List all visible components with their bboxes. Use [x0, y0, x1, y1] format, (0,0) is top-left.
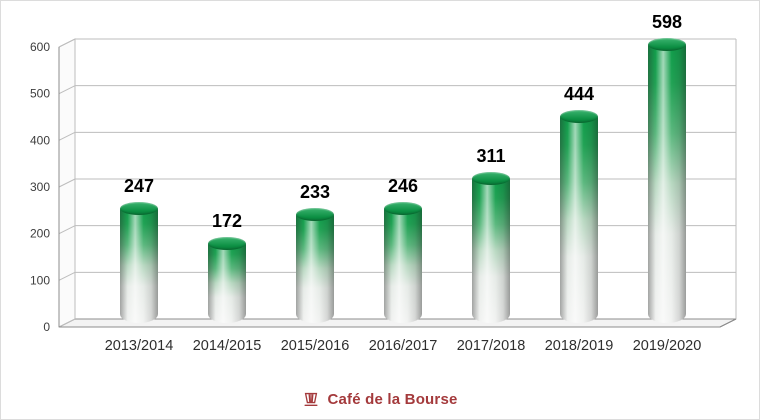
bar-cylinder-shade: [472, 177, 510, 323]
bar-cylinder-top: [472, 171, 510, 185]
bar-value-label: 598: [651, 11, 683, 32]
bar-cylinder-body: [560, 115, 598, 323]
bar-cylinder-body: [648, 43, 686, 323]
y-tick-label: 400: [30, 133, 50, 147]
y-tick-line: [58, 271, 76, 281]
y-tick-label: 100: [30, 273, 50, 287]
bar-cylinder-body: [296, 214, 334, 323]
bar-2017-2018: 311: [472, 146, 510, 323]
bar-cylinder-top: [208, 236, 246, 250]
category-label: 2013/2014: [105, 338, 174, 354]
bar-value-label: 311: [476, 145, 506, 166]
bar-2018-2019: 444: [560, 84, 598, 323]
bar-cylinder-top: [560, 109, 598, 123]
bar-cylinder-shade: [648, 43, 686, 323]
coffee-cup-icon: [304, 392, 318, 406]
category-label: 2014/2015: [193, 338, 262, 354]
category-label: 2017/2018: [457, 338, 526, 354]
bar-cylinder-shade: [296, 214, 334, 323]
bar-cylinder-top: [384, 202, 422, 216]
y-tick-line: [58, 85, 76, 95]
bar-cylinder-top: [120, 201, 158, 215]
bar-2019-2020: 598: [648, 12, 686, 323]
bar-cylinder-top: [648, 37, 686, 51]
bar-cylinder-body: [472, 177, 510, 323]
bar-cylinder-body: [384, 208, 422, 323]
y-tick-label: 0: [43, 320, 50, 334]
bar-value-label: 172: [211, 210, 243, 231]
bar-cylinder-shade: [384, 208, 422, 323]
bar-value-label: 246: [387, 176, 419, 197]
y-tick-label: 500: [30, 87, 50, 101]
floor-right-edge: [719, 318, 737, 328]
category-label: 2019/2020: [633, 338, 702, 354]
y-tick-line: [58, 38, 76, 48]
bar-2015-2016: 233: [296, 182, 334, 323]
y-tick-label: 600: [30, 40, 50, 54]
y-tick-line: [58, 318, 76, 328]
bar-value-label: 233: [299, 182, 331, 203]
y-tick-label: 300: [30, 180, 50, 194]
bar-cylinder-body: [208, 242, 246, 323]
category-label: 2016/2017: [369, 338, 438, 354]
y-tick-line: [58, 131, 76, 141]
bar-cylinder-shade: [120, 207, 158, 323]
bar-cylinder-top: [296, 208, 334, 222]
brand-footer: Café de la Bourse: [1, 390, 759, 408]
bar-cylinder-body: [120, 207, 158, 323]
bar-cylinder-shade: [208, 242, 246, 323]
category-label: 2018/2019: [545, 338, 614, 354]
bar-2013-2014: 247: [120, 176, 158, 323]
bar-value-label: 444: [563, 83, 595, 104]
bar-cylinder-shade: [560, 115, 598, 323]
bar-value-label: 247: [123, 175, 155, 196]
category-label: 2015/2016: [281, 338, 350, 354]
y-tick-line: [58, 225, 76, 235]
brand-text: Café de la Bourse: [327, 390, 458, 408]
bar-2014-2015: 172: [208, 211, 246, 323]
bar-2016-2017: 246: [384, 176, 422, 323]
y-tick-label: 200: [30, 227, 50, 241]
y-tick-line: [58, 178, 76, 188]
